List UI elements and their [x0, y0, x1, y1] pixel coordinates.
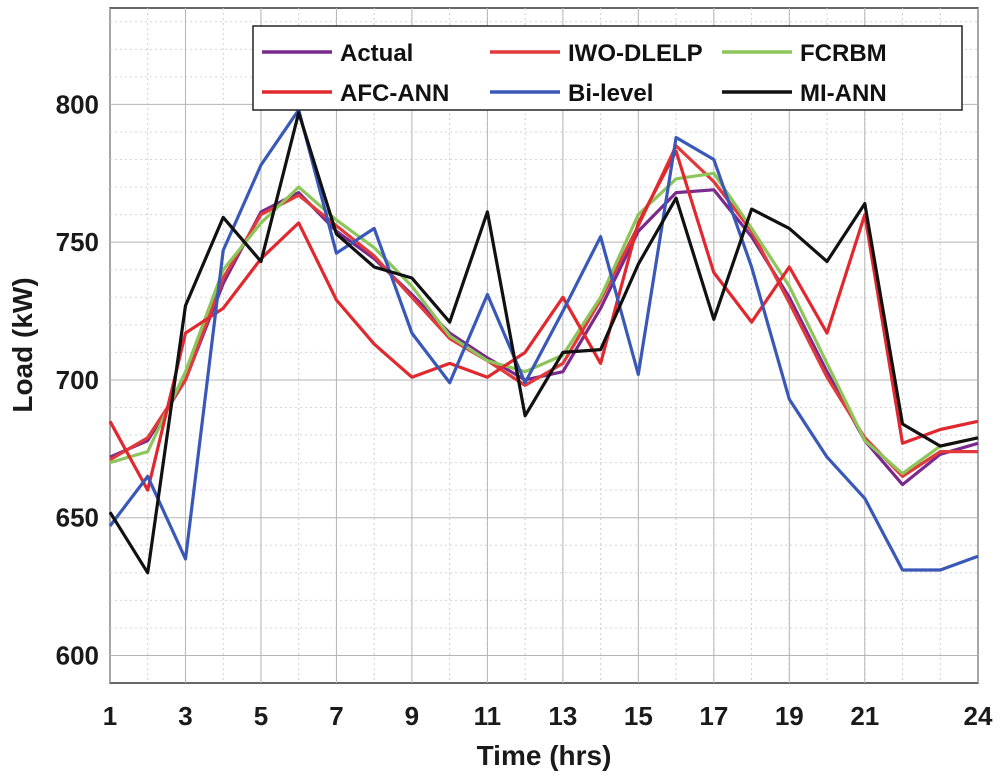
x-axis-label: Time (hrs) [477, 740, 612, 771]
legend-label-bi-level: Bi-level [568, 80, 653, 107]
x-tick-label: 13 [548, 701, 577, 731]
x-tick-label: 19 [775, 701, 804, 731]
y-tick-label: 750 [56, 227, 99, 257]
x-tick-labels: 1 3 5 7 9 11 13 15 17 19 21 24 [103, 701, 993, 731]
legend-box [252, 25, 963, 111]
x-tick-label: 1 [103, 701, 117, 731]
legend-label-actual: Actual [340, 40, 413, 67]
x-tick-label: 21 [850, 701, 879, 731]
x-tick-label: 24 [964, 701, 993, 731]
legend-label-afc-ann: AFC-ANN [340, 80, 449, 107]
y-tick-label: 600 [56, 640, 99, 670]
x-tick-label: 11 [474, 701, 502, 731]
series-line-iwo-dlelp [109, 144, 978, 478]
y-tick-label: 650 [56, 503, 99, 533]
legend-label-fcrbm: FCRBM [800, 40, 887, 67]
y-tick-labels: 600 650 700 750 800 [56, 89, 99, 670]
x-tick-label: 7 [329, 701, 343, 731]
series-line-fcrbm [109, 171, 979, 476]
x-tick-label: 15 [624, 701, 653, 731]
x-tick-label: 3 [178, 701, 192, 731]
series-line-mi-ann [108, 111, 979, 575]
grid-lines [109, 8, 979, 683]
series-lines [108, 108, 979, 575]
x-tick-label: 17 [699, 701, 728, 731]
series-line-afc-ann [108, 149, 979, 492]
x-tick-label: 5 [254, 701, 268, 731]
y-tick-label: 700 [56, 365, 99, 395]
x-tick-label: 9 [405, 701, 419, 731]
y-tick-label: 800 [56, 89, 99, 119]
legend: Actual IWO-DLELP FCRBM AFC-ANN Bi-level MI-AN… [252, 25, 963, 111]
y-axis-label: Load (kW) [7, 277, 38, 412]
legend-label-iwo-dlelp: IWO-DLELP [568, 40, 703, 67]
legend-label-mi-ann: MI-ANN [800, 80, 887, 107]
series-line-bi-level [108, 108, 979, 572]
